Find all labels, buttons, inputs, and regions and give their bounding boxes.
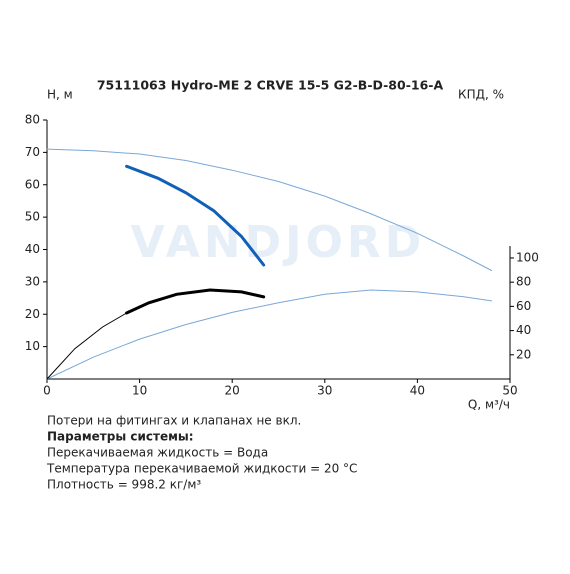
- y-tick-label: 80: [25, 113, 40, 127]
- y-tick-label: 20: [25, 307, 40, 321]
- y-tick-label: 10: [25, 339, 40, 353]
- chart-title: 75111063 Hydro-ME 2 CRVE 15-5 G2-B-D-80-…: [97, 78, 444, 93]
- x-tick-label: 40: [410, 384, 425, 398]
- y2-tick-label: 60: [516, 299, 531, 313]
- y-axis-label: H, м: [47, 88, 73, 102]
- note: Плотность = 998.2 кг/м³: [47, 478, 201, 492]
- x-tick-label: 0: [43, 384, 51, 398]
- note: Параметры системы:: [47, 430, 194, 444]
- x-axis-label: Q, м³/ч: [468, 398, 510, 412]
- y-tick-label: 40: [25, 242, 40, 256]
- y-tick-label: 70: [25, 145, 40, 159]
- y-tick-label: 50: [25, 210, 40, 224]
- curve: [125, 164, 266, 267]
- curve: [46, 312, 128, 380]
- curve: [46, 289, 492, 380]
- y-tick-label: 30: [25, 274, 40, 288]
- y2-tick-label: 40: [516, 323, 531, 337]
- note: Перекачиваемая жидкость = Вода: [47, 446, 268, 460]
- x-tick-label: 20: [225, 384, 240, 398]
- note: Потери на фитингах и клапанах не вкл.: [47, 414, 301, 428]
- curve: [46, 148, 492, 271]
- y2-tick-label: 100: [516, 250, 539, 264]
- x-tick-label: 10: [132, 384, 147, 398]
- curve: [125, 288, 266, 315]
- y-tick-label: 60: [25, 177, 40, 191]
- note: Температура перекачиваемой жидкости = 20…: [46, 462, 357, 476]
- x-tick-label: 30: [317, 384, 332, 398]
- watermark: VANDJORD: [131, 217, 426, 268]
- y2-tick-label: 80: [516, 275, 531, 289]
- y2-tick-label: 20: [516, 347, 531, 361]
- y2-axis-label: КПД, %: [458, 88, 504, 102]
- x-tick-label: 50: [502, 384, 517, 398]
